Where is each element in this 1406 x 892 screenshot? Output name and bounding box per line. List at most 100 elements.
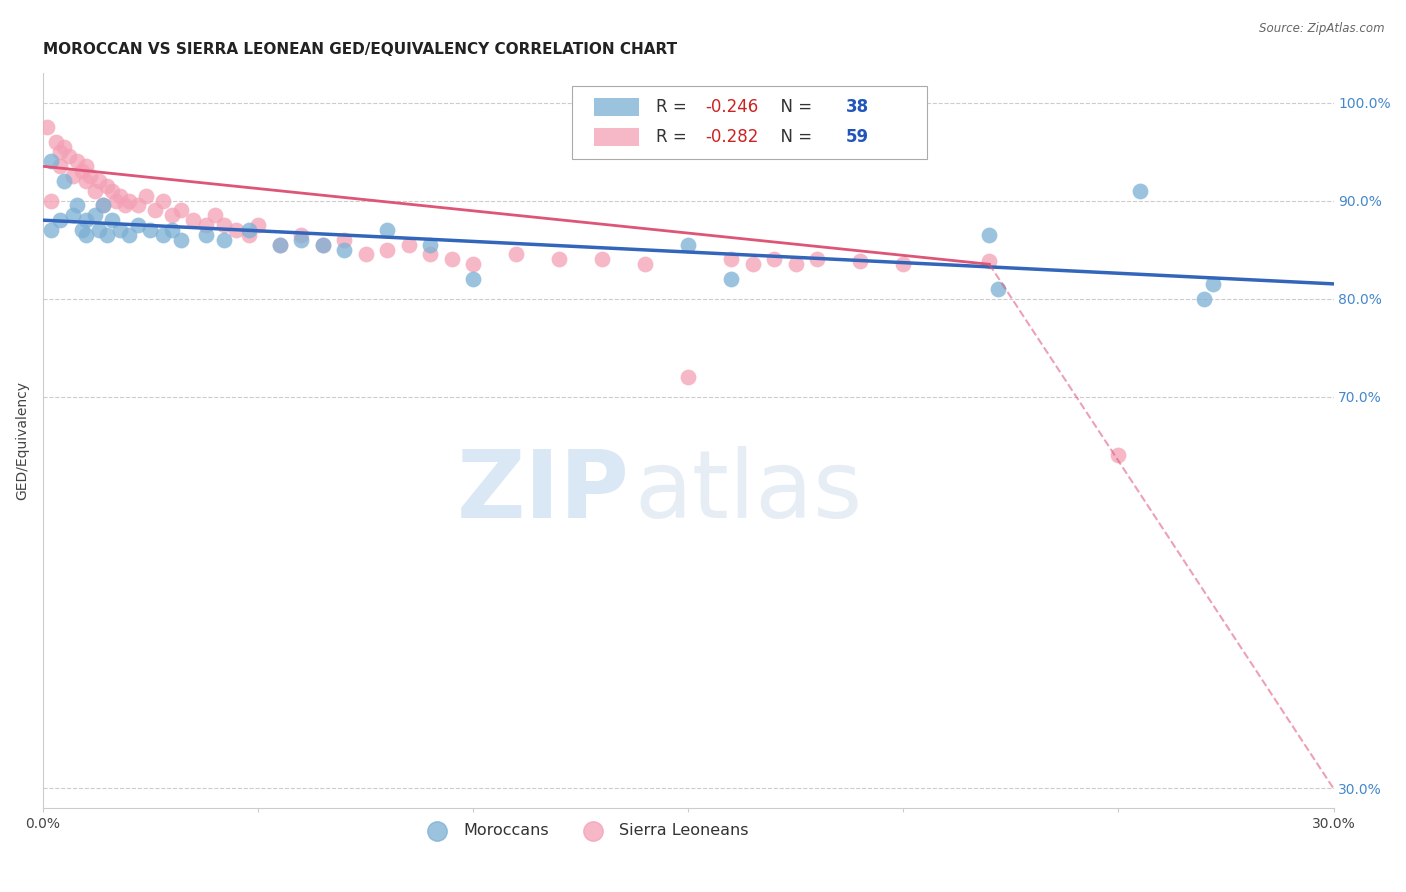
Point bbox=[979, 227, 1001, 242]
Point bbox=[1202, 277, 1225, 291]
Point bbox=[548, 252, 571, 267]
Point bbox=[49, 159, 72, 173]
Point bbox=[225, 223, 247, 237]
Point bbox=[1107, 448, 1129, 462]
Bar bbox=[593, 128, 640, 146]
Point bbox=[135, 188, 157, 202]
Point bbox=[127, 198, 149, 212]
Point bbox=[96, 178, 118, 193]
Point bbox=[100, 213, 122, 227]
Point bbox=[152, 227, 174, 242]
Point bbox=[785, 257, 807, 271]
Point bbox=[269, 237, 291, 252]
Point bbox=[354, 247, 377, 261]
Point bbox=[169, 203, 191, 218]
Point bbox=[183, 213, 205, 227]
Point bbox=[114, 198, 136, 212]
Point bbox=[143, 203, 166, 218]
Text: 38: 38 bbox=[845, 98, 869, 116]
Text: -0.282: -0.282 bbox=[704, 128, 758, 146]
Point bbox=[87, 223, 110, 237]
Point bbox=[118, 227, 141, 242]
Point bbox=[212, 233, 235, 247]
Text: Source: ZipAtlas.com: Source: ZipAtlas.com bbox=[1260, 22, 1385, 36]
Y-axis label: GED/Equivalency: GED/Equivalency bbox=[15, 381, 30, 500]
Point bbox=[83, 184, 105, 198]
Text: N =: N = bbox=[769, 128, 817, 146]
Point bbox=[152, 194, 174, 208]
Point bbox=[311, 237, 333, 252]
Point bbox=[333, 233, 356, 247]
Point bbox=[1194, 292, 1216, 306]
Text: R =: R = bbox=[657, 98, 692, 116]
Point bbox=[110, 223, 132, 237]
Point bbox=[311, 237, 333, 252]
Point bbox=[741, 257, 763, 271]
Text: -0.246: -0.246 bbox=[704, 98, 758, 116]
Point bbox=[62, 169, 84, 183]
Point bbox=[375, 243, 398, 257]
Point bbox=[62, 208, 84, 222]
Point bbox=[676, 370, 699, 384]
Point bbox=[66, 154, 89, 169]
Point bbox=[169, 233, 191, 247]
Point bbox=[41, 154, 63, 169]
Point bbox=[75, 174, 97, 188]
Point bbox=[238, 223, 260, 237]
Point bbox=[49, 145, 72, 159]
Point bbox=[891, 257, 914, 271]
Point bbox=[75, 159, 97, 173]
Point bbox=[979, 254, 1001, 268]
Point bbox=[79, 169, 101, 183]
Point bbox=[849, 254, 872, 268]
Point bbox=[676, 237, 699, 252]
Point bbox=[83, 208, 105, 222]
Point bbox=[505, 247, 527, 261]
Point bbox=[70, 223, 93, 237]
Bar bbox=[593, 98, 640, 116]
Point bbox=[333, 243, 356, 257]
Point bbox=[720, 252, 742, 267]
Point bbox=[375, 223, 398, 237]
Point bbox=[419, 237, 441, 252]
Point bbox=[45, 135, 67, 149]
Point bbox=[53, 174, 76, 188]
Point bbox=[91, 198, 114, 212]
Point bbox=[91, 198, 114, 212]
Point bbox=[70, 164, 93, 178]
Point bbox=[58, 149, 80, 163]
Point bbox=[290, 227, 312, 242]
Point bbox=[118, 194, 141, 208]
Point bbox=[195, 227, 218, 242]
Point bbox=[100, 184, 122, 198]
Text: 59: 59 bbox=[845, 128, 869, 146]
Point bbox=[246, 218, 269, 232]
Text: MOROCCAN VS SIERRA LEONEAN GED/EQUIVALENCY CORRELATION CHART: MOROCCAN VS SIERRA LEONEAN GED/EQUIVALEN… bbox=[44, 42, 678, 57]
Point bbox=[139, 223, 162, 237]
Point bbox=[290, 233, 312, 247]
Text: atlas: atlas bbox=[634, 446, 862, 538]
Point bbox=[720, 272, 742, 286]
Point bbox=[53, 139, 76, 153]
Point bbox=[634, 257, 657, 271]
Point bbox=[461, 257, 484, 271]
Point bbox=[269, 237, 291, 252]
Point bbox=[87, 174, 110, 188]
Point bbox=[212, 218, 235, 232]
Point bbox=[238, 227, 260, 242]
Point bbox=[160, 208, 183, 222]
Point bbox=[1129, 184, 1152, 198]
Point bbox=[66, 198, 89, 212]
Point bbox=[75, 227, 97, 242]
FancyBboxPatch shape bbox=[572, 86, 927, 159]
Point bbox=[806, 252, 828, 267]
Point bbox=[195, 218, 218, 232]
Point bbox=[127, 218, 149, 232]
Point bbox=[41, 194, 63, 208]
Point bbox=[75, 213, 97, 227]
Point bbox=[204, 208, 226, 222]
Point bbox=[41, 223, 63, 237]
Point bbox=[105, 194, 128, 208]
Point bbox=[96, 227, 118, 242]
Point bbox=[419, 247, 441, 261]
